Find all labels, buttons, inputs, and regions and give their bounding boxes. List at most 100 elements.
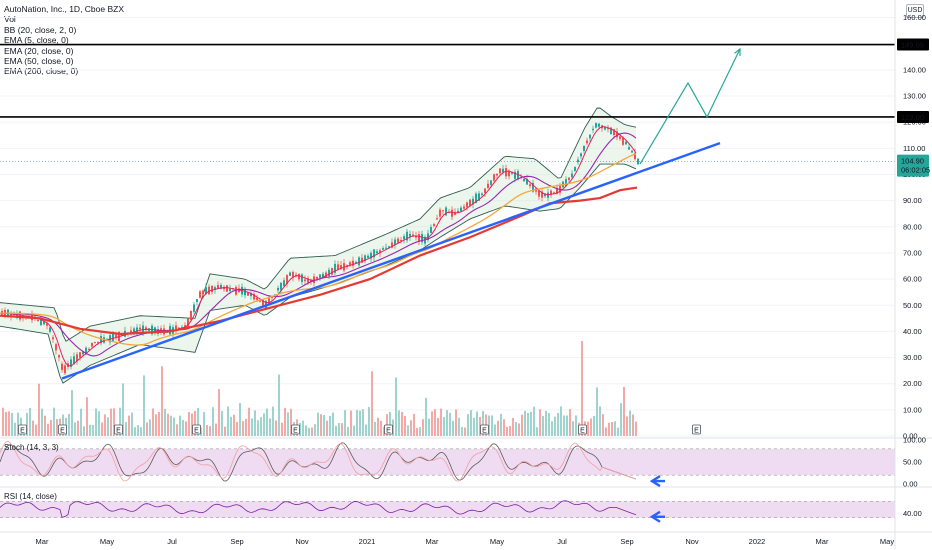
candle-body bbox=[334, 263, 336, 273]
candle-body bbox=[436, 218, 438, 220]
symbol-title[interactable]: AutoNation, Inc., 1D, Cboe BZX bbox=[4, 4, 125, 14]
volume-bar bbox=[38, 383, 40, 436]
earnings-marker-label: E bbox=[116, 428, 121, 435]
candle-body bbox=[529, 184, 531, 187]
candle-body bbox=[190, 310, 192, 321]
volume-bar bbox=[269, 418, 271, 436]
volume-bars bbox=[2, 341, 637, 436]
volume-bar bbox=[533, 406, 535, 436]
volume-bar bbox=[89, 424, 91, 436]
legend-line-ema50[interactable]: EMA (50, close, 0) bbox=[4, 56, 74, 67]
volume-bar bbox=[92, 424, 94, 436]
legend-line-vol[interactable]: Vol bbox=[4, 14, 16, 25]
earnings-marker-icon bbox=[480, 424, 489, 435]
legend-line-ema5[interactable]: EMA (5, close, 0) bbox=[4, 35, 69, 46]
volume-bar bbox=[440, 408, 442, 436]
candle-body bbox=[526, 178, 528, 185]
projection-path bbox=[639, 48, 741, 165]
volume-bar bbox=[572, 421, 574, 436]
candle-body bbox=[208, 286, 210, 295]
volume-bar bbox=[602, 414, 604, 436]
volume-bar bbox=[359, 410, 361, 436]
volume-bar bbox=[536, 427, 538, 436]
candle-body bbox=[268, 298, 270, 304]
earnings-marker-icon bbox=[578, 424, 587, 435]
volume-bar bbox=[605, 427, 607, 436]
ema20-line bbox=[0, 132, 637, 357]
bb-lower-line bbox=[0, 163, 637, 384]
trendline bbox=[61, 141, 721, 380]
volume-bar bbox=[47, 423, 49, 436]
level-price-tag-label: 122.00 bbox=[901, 113, 924, 122]
bollinger-bands bbox=[0, 107, 637, 384]
volume-bar bbox=[476, 411, 478, 436]
volume-bar bbox=[131, 412, 133, 436]
candle-body bbox=[454, 211, 456, 215]
volume-bar bbox=[74, 422, 76, 436]
candle-body bbox=[556, 187, 558, 194]
earnings-marker-icon bbox=[58, 424, 67, 435]
time-tick-label: Nov bbox=[295, 537, 309, 546]
currency-badge[interactable]: USD bbox=[906, 4, 924, 18]
candle-body bbox=[616, 131, 618, 138]
candle-body bbox=[364, 255, 366, 261]
volume-bar bbox=[455, 409, 457, 436]
volume-bar bbox=[32, 420, 34, 436]
volume-bar bbox=[35, 424, 37, 436]
legend-line-ema20[interactable]: EMA (20, close, 0) bbox=[4, 45, 74, 56]
candle-body bbox=[331, 267, 333, 275]
candle-body bbox=[442, 210, 444, 212]
volume-bar bbox=[530, 411, 532, 436]
candle-body bbox=[415, 235, 417, 238]
rsi-pane[interactable]: RSI (14, close) bbox=[0, 492, 895, 523]
candle-body bbox=[286, 275, 288, 284]
legend-line-bb[interactable]: BB (20, close, 2, 0) bbox=[4, 24, 77, 35]
volume-bar bbox=[122, 383, 124, 436]
candle-body bbox=[139, 327, 141, 330]
volume-bar bbox=[446, 410, 448, 436]
volume-bar bbox=[200, 427, 202, 436]
volume-bar bbox=[617, 427, 619, 436]
volume-bar bbox=[128, 415, 130, 436]
time-tick-label: Sep bbox=[230, 537, 243, 546]
bb-upper-line bbox=[0, 107, 637, 342]
candle-body bbox=[382, 248, 384, 250]
volume-bar bbox=[326, 420, 328, 436]
time-tick-label: May bbox=[100, 537, 114, 546]
projection-arrowhead bbox=[734, 47, 741, 56]
volume-bar bbox=[80, 408, 82, 436]
price-tick-label: 10.00 bbox=[903, 405, 922, 414]
candle-body bbox=[184, 325, 186, 328]
volume-bar bbox=[470, 410, 472, 436]
drawings[interactable] bbox=[0, 43, 895, 380]
price-tick-label: 40.00 bbox=[903, 327, 922, 336]
volume-bar bbox=[620, 403, 622, 436]
stoch-pane[interactable]: Stoch (14, 3, 3) bbox=[0, 440, 895, 488]
candle-body bbox=[259, 300, 261, 302]
legend-line-ema200[interactable]: EMA (200, close, 0) bbox=[4, 66, 79, 77]
volume-bar bbox=[422, 419, 424, 436]
candle-body bbox=[247, 292, 249, 296]
volume-bar bbox=[182, 420, 184, 436]
volume-bar bbox=[329, 415, 331, 436]
stoch-label: Stoch (14, 3, 3) bbox=[4, 443, 59, 452]
volume-bar bbox=[254, 410, 256, 436]
price-axis[interactable]: 160.00140.00130.00120.00110.00100.0090.0… bbox=[894, 0, 930, 550]
volume-bar bbox=[56, 419, 58, 436]
rsi-tick-label: 40.00 bbox=[903, 509, 922, 518]
candle-body bbox=[295, 274, 297, 277]
volume-bar bbox=[491, 415, 493, 436]
volume-bar bbox=[419, 427, 421, 436]
candle-body bbox=[244, 288, 246, 296]
time-tick-label: Nov bbox=[685, 537, 699, 546]
candle-body bbox=[580, 153, 582, 157]
volume-bar bbox=[557, 413, 559, 436]
candle-body bbox=[397, 238, 399, 243]
volume-bar bbox=[437, 417, 439, 436]
time-axis[interactable]: Mar May Jul Sep Nov 2021 Mar May Jul Sep Nov 2022 Ma… bbox=[36, 537, 895, 546]
candle-body bbox=[439, 209, 441, 217]
candle-body bbox=[112, 331, 114, 342]
bb-fill bbox=[0, 108, 636, 384]
